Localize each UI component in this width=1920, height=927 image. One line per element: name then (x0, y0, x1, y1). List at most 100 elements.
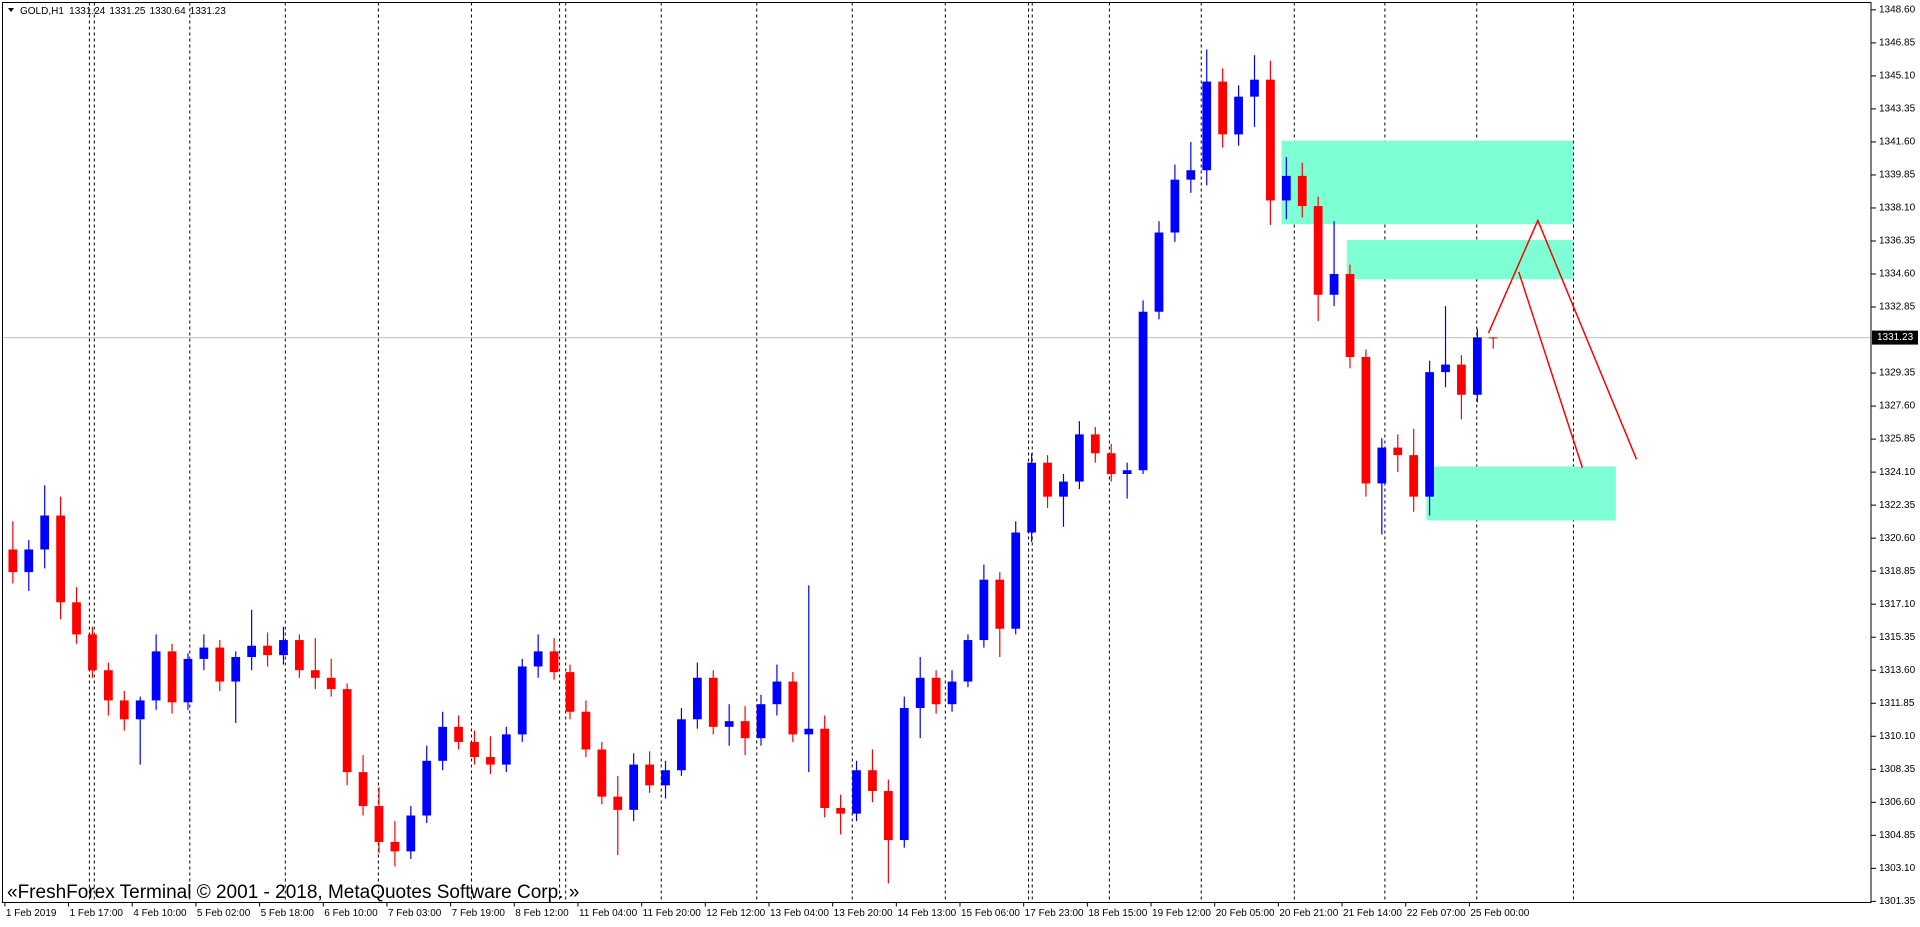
candle-body (374, 806, 384, 842)
x-tick-label: 5 Feb 02:00 (197, 908, 251, 919)
candle-body (263, 645, 272, 656)
trend-line (1518, 271, 1584, 469)
candle-body (613, 796, 623, 810)
candle-body (1266, 79, 1275, 201)
y-tick-label: 1329.35 (1879, 368, 1916, 379)
x-tick-label: 4 Feb 10:00 (133, 908, 187, 919)
candle-body (947, 681, 957, 705)
symbol: GOLD,H1 (20, 6, 64, 17)
candle-body (406, 815, 416, 852)
x-tick-label: 21 Feb 14:00 (1343, 908, 1402, 919)
x-tick-label: 20 Feb 05:00 (1216, 908, 1275, 919)
candle-body (1329, 274, 1339, 295)
candle-body (836, 807, 845, 814)
x-tick-label: 19 Feb 12:00 (1152, 908, 1211, 919)
candle-body (820, 728, 830, 808)
y-tick-label: 1310.10 (1879, 731, 1916, 742)
candle-body (24, 549, 34, 573)
candle-body (231, 657, 241, 682)
trend-line (1487, 218, 1638, 460)
candle-body (708, 677, 718, 727)
zone (1346, 240, 1573, 280)
y-tick-label: 1313.60 (1879, 665, 1916, 676)
candle-body (199, 647, 209, 659)
candle-body (533, 651, 543, 667)
zone (1426, 466, 1616, 521)
candle-body (963, 640, 973, 682)
y-tick-label: 1306.60 (1879, 797, 1916, 808)
candle-body (1170, 179, 1180, 233)
x-tick-label: 5 Feb 18:00 (261, 908, 315, 919)
x-tick-label: 12 Feb 12:00 (706, 908, 765, 919)
candle-body (438, 726, 448, 761)
candle-body (661, 770, 670, 786)
x-tick-label: 11 Feb 04:00 (579, 908, 638, 919)
header-high: 1331.25 (109, 6, 146, 17)
candle-body (1313, 206, 1323, 295)
candle-body (135, 700, 145, 720)
x-tick-label: 6 Feb 10:00 (324, 908, 378, 919)
y-tick-label: 1320.60 (1879, 533, 1916, 544)
y-tick-label: 1308.35 (1879, 764, 1916, 775)
y-tick-label: 1327.60 (1879, 401, 1916, 412)
last-price-box (1872, 330, 1918, 345)
candle-body (549, 651, 559, 673)
candle-body (517, 666, 527, 735)
candle-body (931, 677, 941, 705)
candle-body (1122, 470, 1132, 475)
candle-body (597, 749, 607, 797)
candle-body (1154, 232, 1164, 312)
candle-body (1186, 170, 1196, 180)
y-tick-label: 1324.10 (1879, 467, 1916, 478)
candle-body (1075, 434, 1084, 482)
candle-body (326, 677, 336, 690)
candle-body (295, 640, 304, 671)
candle-body (581, 711, 591, 750)
candle-body (772, 681, 782, 705)
header-low: 1330.64 (149, 6, 186, 17)
candle-body (454, 726, 463, 742)
x-tick-label: 7 Feb 19:00 (452, 908, 506, 919)
plot-area (2, 2, 1871, 903)
candle-body (852, 770, 861, 814)
x-tick-label: 11 Feb 20:00 (643, 908, 702, 919)
candle-body (1043, 462, 1052, 497)
candle-body (724, 721, 734, 727)
y-tick-label: 1315.35 (1879, 632, 1916, 643)
candle-body (1106, 453, 1116, 475)
candle-body (422, 760, 432, 816)
y-tick-label: 1304.85 (1879, 830, 1916, 841)
candle-body (342, 689, 352, 773)
x-tick-label: 15 Feb 06:00 (961, 908, 1020, 919)
y-tick-label: 1318.85 (1879, 566, 1916, 577)
candle-body (692, 677, 702, 720)
x-tick-label: 7 Feb 03:00 (388, 908, 442, 919)
y-tick-label: 1348.60 (1879, 4, 1916, 15)
y-tick-label: 1322.35 (1879, 500, 1916, 511)
candle-body (1393, 447, 1403, 456)
y-tick-label: 1345.10 (1879, 71, 1916, 82)
candle-body (1441, 364, 1450, 373)
y-tick-label: 1303.10 (1879, 863, 1916, 874)
candle-body (390, 841, 400, 852)
candle-body (740, 721, 750, 739)
y-tick-label: 1339.85 (1879, 170, 1916, 181)
candle-body (8, 549, 18, 573)
candle-body (119, 700, 129, 720)
candle-body (1425, 372, 1434, 497)
candle-body (183, 658, 193, 703)
candle-body (645, 764, 654, 786)
x-tick-label: 25 Feb 00:00 (1470, 908, 1529, 919)
chart-header: GOLD,H1 1331.24 1331.25 1330.64 1331.23 (20, 6, 226, 17)
candle-body (310, 670, 320, 678)
candle-body (1090, 434, 1100, 454)
x-tick-label: 8 Feb 12:00 (515, 908, 569, 919)
x-tick-label: 13 Feb 04:00 (770, 908, 829, 919)
candle-body (1202, 81, 1212, 171)
candle-body (883, 790, 893, 841)
y-tick-label: 1341.60 (1879, 137, 1916, 148)
candle-body (1345, 274, 1355, 358)
y-tick-label: 1346.85 (1879, 38, 1916, 49)
